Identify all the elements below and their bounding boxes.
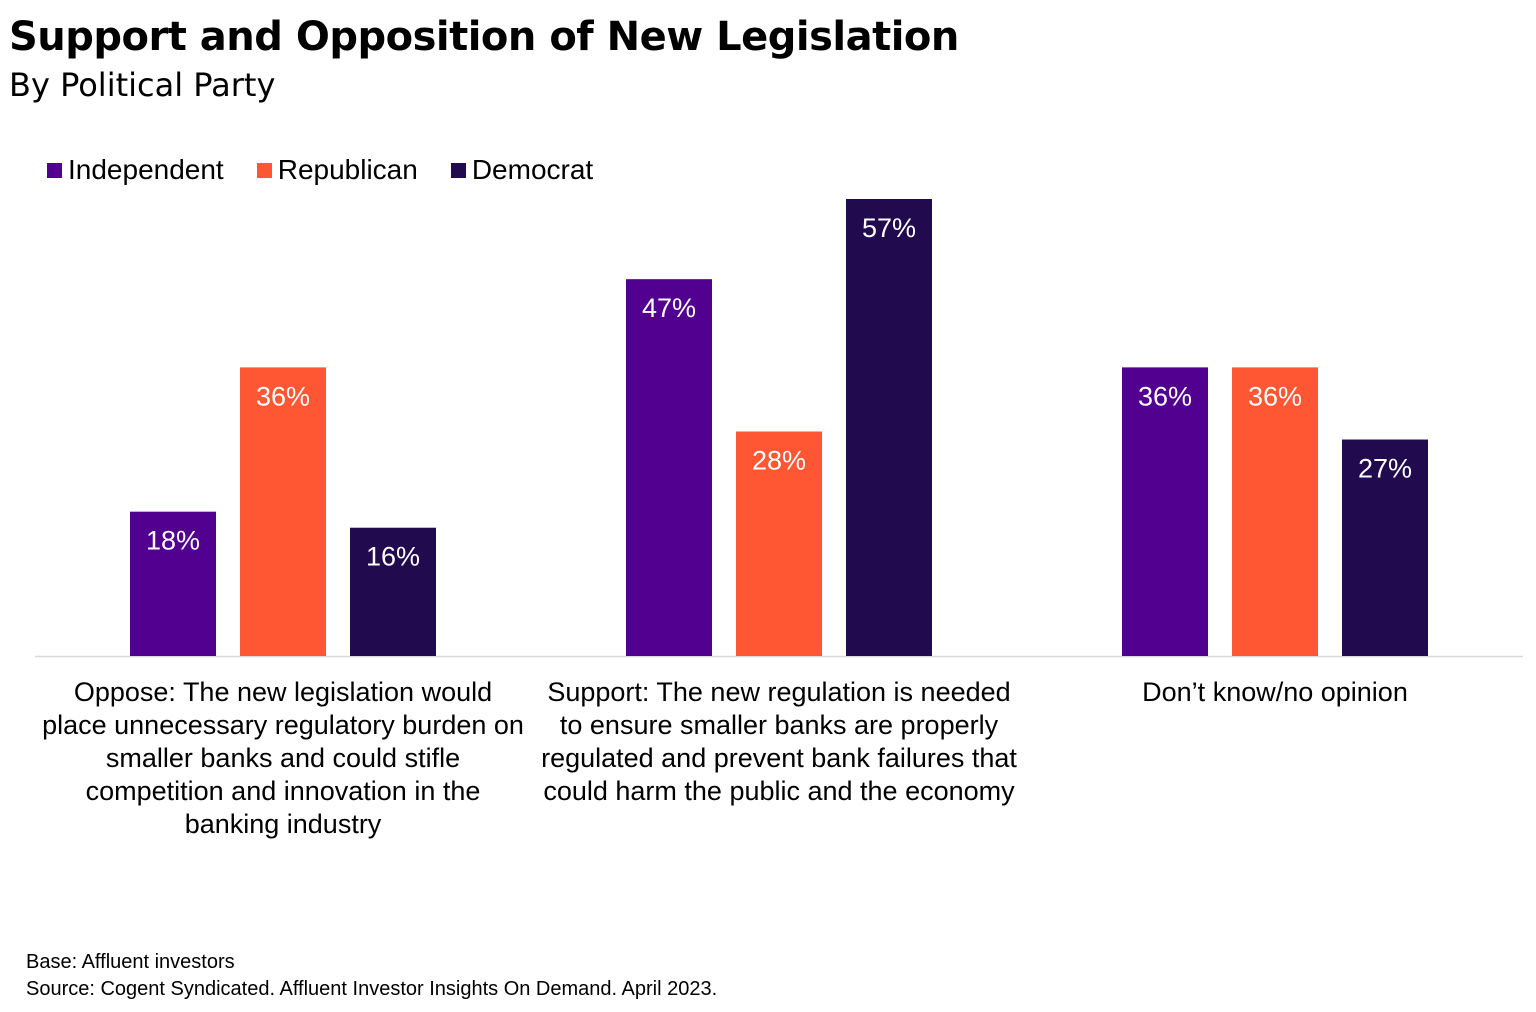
footnote-base: Base: Affluent investors [26,951,235,973]
data-label-democrat-1: 57% [862,213,916,243]
legend-label-independent: Independent [68,154,224,185]
bar-democrat-2 [1342,439,1428,656]
legend-label-democrat: Democrat [471,154,594,185]
bar-republican-0 [240,367,326,656]
category-label-dont-know: Don’t know/no opinion [1142,677,1408,707]
legend-swatch-independent [47,162,62,178]
legend-swatch-democrat [450,162,466,178]
data-label-independent-0: 18% [146,526,200,556]
legend-swatch-republican [256,162,272,178]
data-label-democrat-2: 27% [1358,454,1412,484]
data-label-republican-1: 28% [752,446,806,476]
data-label-republican-2: 36% [1248,381,1302,411]
bar-independent-0 [130,511,216,656]
legend-item-republican: Republican [256,154,418,186]
bar-democrat-1 [846,199,932,656]
footnote-source: Source: Cogent Syndicated. Affluent Inve… [26,978,718,1000]
bar-independent-1 [626,279,712,656]
data-label-independent-2: 36% [1138,381,1192,411]
bar-democrat-0 [350,527,436,656]
legend-item-democrat: Democrat [450,154,594,186]
legend-item-independent: Independent [47,154,224,186]
legend: Independent Republican Democrat [47,154,626,186]
category-label-support: Support: The new regulation is needed to… [541,677,1017,806]
legend-label-republican: Republican [277,154,418,185]
data-label-republican-0: 36% [256,381,310,411]
chart-title: Support and Opposition of New Legislatio… [9,14,959,60]
chart-subtitle: By Political Party [9,66,276,104]
data-label-independent-1: 47% [642,293,696,323]
bar-republican-1 [736,431,822,656]
bar-republican-2 [1232,367,1318,656]
bar-independent-2 [1122,367,1208,656]
data-label-democrat-0: 16% [366,542,420,572]
category-label-oppose: Oppose: The new legislation would place … [42,677,524,839]
